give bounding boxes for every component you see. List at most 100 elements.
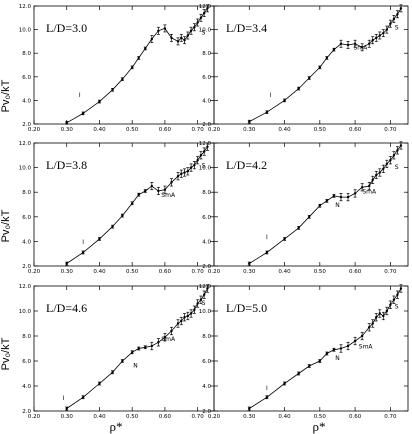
series-line bbox=[249, 288, 402, 409]
data-point bbox=[332, 348, 336, 351]
panel-title: L/D=3.0 bbox=[46, 21, 87, 35]
data-point bbox=[65, 121, 68, 125]
data-point bbox=[170, 329, 173, 333]
x-tick-label: 0.40 bbox=[93, 127, 106, 133]
chart-panel: 0.20 0.30 0.40 0.50 0.60 0.702.04.06.08.010.0… bbox=[199, 141, 409, 275]
data-point bbox=[339, 347, 343, 350]
series-line bbox=[249, 145, 402, 264]
y-tick-label: 12.0 bbox=[19, 141, 32, 147]
data-point bbox=[371, 322, 374, 325]
data-point bbox=[325, 56, 329, 60]
data-point bbox=[202, 293, 206, 296]
data-point bbox=[385, 162, 389, 166]
x-tick-label: 0.50 bbox=[126, 127, 139, 133]
chart-panel: 0.20 0.30 0.40 0.50 0.60 0.702.04.06.08.010.0… bbox=[19, 141, 215, 275]
panel-title: L/D=3.4 bbox=[226, 21, 267, 35]
data-point bbox=[193, 308, 196, 311]
data-point bbox=[339, 195, 343, 199]
data-point bbox=[396, 13, 399, 16]
data-point bbox=[163, 27, 167, 30]
x-tick-label: 0.40 bbox=[278, 127, 291, 133]
x-tick-label: 0.50 bbox=[314, 127, 327, 133]
data-point bbox=[121, 214, 124, 217]
y-tick-label: 2.0 bbox=[202, 264, 211, 270]
data-point bbox=[318, 359, 322, 363]
x-axis-label: ρ* bbox=[110, 419, 123, 434]
data-point bbox=[368, 42, 371, 45]
data-point bbox=[176, 175, 180, 178]
x-tick-label: 0.40 bbox=[278, 414, 291, 420]
chart-panel: 0.20 0.30 0.40 0.50 0.60 0.702.04.06.08.010.0… bbox=[19, 4, 215, 133]
y-tick-label: 8.0 bbox=[202, 190, 211, 196]
x-tick-label: 0.30 bbox=[243, 269, 256, 275]
phase-label: SmA bbox=[353, 45, 368, 52]
y-tick-label: 8.0 bbox=[202, 334, 211, 340]
data-point bbox=[111, 371, 114, 374]
x-tick-label: 0.60 bbox=[349, 127, 362, 133]
x-tick-label: 0.60 bbox=[349, 414, 362, 420]
data-point bbox=[346, 43, 350, 47]
series-line bbox=[66, 146, 208, 264]
data-point bbox=[150, 344, 154, 348]
data-point bbox=[130, 202, 134, 205]
y-tick-label: 8.0 bbox=[22, 334, 31, 340]
data-point bbox=[163, 336, 167, 339]
data-point bbox=[189, 312, 193, 315]
data-point bbox=[353, 339, 357, 343]
data-point bbox=[378, 171, 381, 174]
data-point bbox=[353, 192, 357, 195]
phase-label: S bbox=[202, 29, 206, 36]
data-point bbox=[163, 188, 167, 191]
plot-frame bbox=[213, 5, 409, 125]
x-tick-label: 0.70 bbox=[192, 414, 205, 420]
phase-label: SmA bbox=[161, 336, 176, 343]
data-point bbox=[396, 293, 399, 296]
x-tick-label: 0.20 bbox=[28, 414, 41, 420]
data-point bbox=[325, 199, 329, 203]
data-point bbox=[196, 302, 199, 305]
data-point bbox=[180, 319, 183, 323]
y-tick-label: 6.0 bbox=[22, 215, 31, 221]
y-tick-label: 4.0 bbox=[22, 384, 31, 390]
phase-label: SmA bbox=[362, 188, 377, 195]
data-point bbox=[81, 112, 85, 115]
data-point bbox=[186, 34, 190, 37]
data-point bbox=[371, 39, 374, 42]
data-point bbox=[297, 226, 300, 230]
data-point bbox=[308, 76, 311, 80]
x-tick-label: 0.50 bbox=[314, 414, 327, 420]
series-line bbox=[66, 288, 208, 409]
x-tick-label: 0.50 bbox=[314, 269, 327, 275]
data-point bbox=[81, 396, 85, 399]
x-tick-label: 0.30 bbox=[61, 414, 74, 420]
data-point bbox=[382, 167, 385, 171]
y-tick-label: 6.0 bbox=[202, 215, 211, 221]
phase-label: SmA bbox=[161, 192, 176, 199]
data-point bbox=[144, 47, 147, 50]
y-tick-label: 2.0 bbox=[22, 264, 31, 270]
data-point bbox=[199, 154, 203, 157]
y-tick-label: 2.0 bbox=[22, 409, 31, 415]
data-point bbox=[360, 186, 364, 189]
data-point bbox=[371, 178, 374, 182]
data-point bbox=[375, 173, 378, 177]
data-point bbox=[399, 144, 403, 147]
data-point bbox=[297, 372, 300, 375]
data-point bbox=[189, 29, 193, 32]
data-point bbox=[196, 21, 199, 24]
y-tick-label: 8.0 bbox=[22, 51, 31, 57]
y-tick-label: 4.0 bbox=[202, 384, 211, 390]
data-point bbox=[130, 66, 134, 69]
y-tick-label: 8.0 bbox=[202, 51, 211, 57]
data-point bbox=[382, 31, 385, 35]
data-point bbox=[144, 346, 147, 349]
data-point bbox=[157, 189, 160, 193]
data-point bbox=[392, 154, 396, 157]
data-point bbox=[385, 28, 389, 31]
data-point bbox=[150, 184, 154, 188]
x-tick-label: 0.40 bbox=[93, 269, 106, 275]
data-point bbox=[193, 163, 196, 167]
data-point bbox=[157, 29, 160, 32]
x-tick-label: 0.60 bbox=[159, 269, 172, 275]
